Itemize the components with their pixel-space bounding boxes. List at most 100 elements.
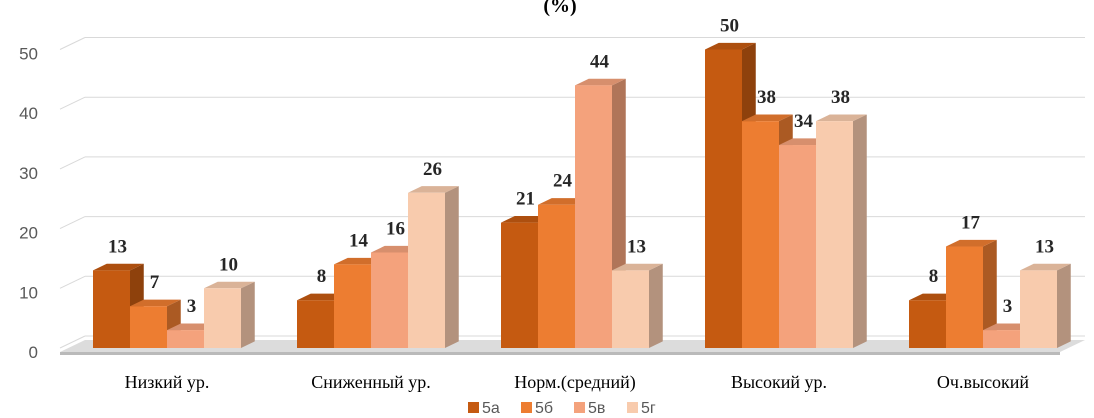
data-label: 7 xyxy=(150,272,160,293)
bar-side-face xyxy=(983,239,997,348)
bar-front-face xyxy=(909,300,946,348)
bar-top-face xyxy=(612,263,663,271)
data-label: 24 xyxy=(553,171,573,192)
category-label: Оч.высокий xyxy=(937,372,1030,392)
bar-top-face xyxy=(130,299,181,307)
gridline-diagonal xyxy=(59,275,86,289)
data-label: 13 xyxy=(108,236,127,257)
gridline-diagonal xyxy=(59,96,86,110)
category-label: Высокий ур. xyxy=(731,372,827,392)
bar-front-face xyxy=(93,270,130,348)
floor-edge xyxy=(60,352,1060,355)
legend-label: 5в xyxy=(588,400,605,417)
data-label: 8 xyxy=(317,266,327,287)
bar-side-face xyxy=(445,186,459,348)
bar-front-face xyxy=(705,49,742,348)
category-label: Сниженный ур. xyxy=(311,372,430,392)
bar xyxy=(816,114,867,348)
data-label: 10 xyxy=(219,254,238,275)
bar-front-face xyxy=(612,270,649,348)
legend-swatch xyxy=(574,402,585,413)
bar-side-face xyxy=(853,114,867,348)
x-axis: Низкий ур. Сниженный ур. Норм.(средний) Выс… xyxy=(125,372,1030,393)
bars xyxy=(93,42,1071,349)
gridline-diagonal xyxy=(59,37,86,50)
bar xyxy=(408,186,459,348)
bar-front-face xyxy=(408,192,445,348)
legend-swatch xyxy=(627,402,638,413)
bar-top-face xyxy=(408,186,459,193)
data-label: 26 xyxy=(423,159,442,180)
bar-top-face xyxy=(742,114,793,122)
data-label: 3 xyxy=(1003,296,1013,317)
category-label: Норм.(средний) xyxy=(514,372,635,393)
legend-swatch xyxy=(521,402,532,413)
bar xyxy=(612,263,663,348)
data-label: 13 xyxy=(1035,236,1054,257)
bar-front-face xyxy=(130,306,167,348)
bar-front-face xyxy=(204,288,241,348)
bar-side-face xyxy=(1057,263,1071,348)
bar-top-face xyxy=(705,42,756,50)
y-tick-label: 10 xyxy=(19,283,38,302)
bar-front-face xyxy=(1020,270,1057,348)
data-label: 44 xyxy=(590,51,610,72)
bar xyxy=(575,78,626,348)
legend-label: 5г xyxy=(641,400,656,417)
data-label: 34 xyxy=(794,111,814,132)
y-axis: 0 10 20 30 40 50 xyxy=(19,45,38,363)
legend-item: 5в xyxy=(574,400,605,417)
bar-front-face xyxy=(167,330,204,348)
bar-top-face xyxy=(575,78,626,86)
y-tick-label: 30 xyxy=(19,164,38,183)
bar-front-face xyxy=(575,85,612,348)
bar xyxy=(946,239,997,348)
bar-front-face xyxy=(946,246,983,348)
gridline-diagonal xyxy=(59,335,86,349)
data-label: 50 xyxy=(720,16,739,37)
bar-front-face xyxy=(742,121,779,348)
bar-front-face xyxy=(779,145,816,348)
bar-top-face xyxy=(204,281,255,289)
bar xyxy=(204,281,255,348)
bar-front-face xyxy=(816,121,853,348)
legend-swatch xyxy=(468,402,479,413)
data-label: 8 xyxy=(929,266,939,287)
data-label: 14 xyxy=(349,230,369,251)
bar-front-face xyxy=(983,330,1020,348)
legend-item: 5а xyxy=(468,400,500,417)
legend-label: 5б xyxy=(535,400,553,417)
gridline-diagonal xyxy=(59,156,86,170)
data-label: 17 xyxy=(961,213,981,234)
bar-side-face xyxy=(241,281,255,348)
legend-item: 5б xyxy=(521,400,553,417)
chart-title: (%) xyxy=(543,0,576,17)
bar-top-face xyxy=(93,263,144,271)
legend-item: 5г xyxy=(627,400,656,417)
data-labels: 13 7 3 10 8 14 16 26 21 24 44 13 50 38 34 38 8 17 3 13 xyxy=(108,16,1054,318)
bar-front-face xyxy=(297,300,334,348)
y-tick-label: 20 xyxy=(19,224,38,243)
bar-top-face xyxy=(946,239,997,247)
bar-top-face xyxy=(1020,263,1071,271)
y-tick-label: 40 xyxy=(19,104,38,123)
gridline-diagonal xyxy=(59,216,86,230)
category-label: Низкий ур. xyxy=(125,372,210,392)
legend: 5а 5б 5в 5г xyxy=(468,400,656,417)
y-tick-label: 50 xyxy=(19,45,38,64)
data-label: 3 xyxy=(187,296,197,317)
data-label: 13 xyxy=(627,236,646,257)
data-label: 38 xyxy=(757,87,776,108)
bar-front-face xyxy=(371,252,408,348)
bar xyxy=(1020,263,1071,348)
data-label: 21 xyxy=(516,189,535,210)
legend-label: 5а xyxy=(482,400,500,417)
y-tick-label: 0 xyxy=(29,343,38,362)
data-label: 38 xyxy=(831,87,850,108)
bar-front-face xyxy=(501,222,538,348)
bar-front-face xyxy=(334,264,371,348)
bar-side-face xyxy=(649,263,663,348)
bar-top-face xyxy=(816,114,867,122)
data-label: 16 xyxy=(386,218,405,239)
